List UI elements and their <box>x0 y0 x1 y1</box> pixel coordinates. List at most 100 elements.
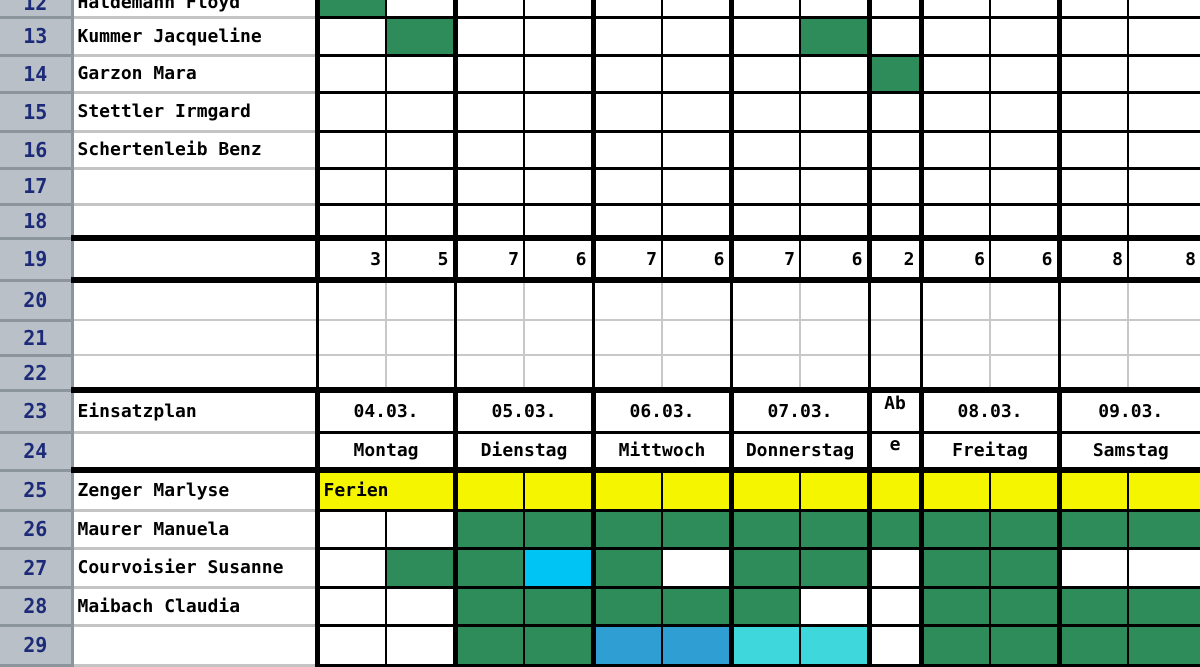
row-header[interactable]: 28 <box>0 587 74 627</box>
shift-cell[interactable] <box>455 548 525 589</box>
shift-cell[interactable] <box>869 587 924 627</box>
shift-cell[interactable] <box>1127 131 1200 170</box>
shift-cell[interactable] <box>386 280 457 321</box>
shift-cell[interactable] <box>731 625 801 667</box>
shift-cell[interactable] <box>593 510 663 550</box>
shift-cell[interactable] <box>800 280 871 321</box>
shift-cell[interactable] <box>990 168 1062 206</box>
shift-cell[interactable] <box>386 625 458 667</box>
shift-cell[interactable] <box>455 625 525 667</box>
row-header[interactable]: 29 <box>0 625 74 667</box>
shift-cell[interactable] <box>869 168 924 206</box>
date-header[interactable]: 09.03. <box>1059 390 1200 434</box>
shift-cell[interactable] <box>731 587 801 627</box>
shift-cell[interactable] <box>524 204 596 241</box>
total-cell[interactable]: 6 <box>524 238 596 283</box>
shift-cell[interactable] <box>455 131 525 170</box>
shift-cell[interactable] <box>662 625 734 667</box>
total-cell[interactable]: 6 <box>921 238 991 283</box>
shift-cell[interactable] <box>317 320 387 356</box>
shift-cell[interactable] <box>524 320 595 356</box>
shift-cell[interactable] <box>524 92 596 133</box>
shift-cell[interactable] <box>731 168 801 206</box>
shift-cell[interactable] <box>869 131 924 170</box>
total-cell[interactable]: 3 <box>317 238 387 283</box>
shift-cell[interactable] <box>662 510 734 550</box>
shift-cell[interactable] <box>921 587 991 627</box>
shift-cell[interactable] <box>593 470 663 512</box>
shift-cell[interactable] <box>1059 625 1129 667</box>
shift-cell[interactable] <box>921 548 991 589</box>
shift-cell[interactable] <box>869 204 924 241</box>
shift-cell[interactable] <box>662 55 734 94</box>
total-cell[interactable]: 7 <box>455 238 525 283</box>
shift-cell[interactable] <box>731 92 801 133</box>
total-cell[interactable]: 5 <box>386 238 458 283</box>
shift-cell[interactable] <box>386 92 458 133</box>
total-cell[interactable]: 6 <box>800 238 872 283</box>
employee-name-cell[interactable] <box>72 204 320 241</box>
shift-cell[interactable] <box>921 55 991 94</box>
shift-cell[interactable] <box>317 0 387 19</box>
shift-cell[interactable] <box>524 587 596 627</box>
shift-cell[interactable] <box>317 587 387 627</box>
date-header[interactable]: 05.03. <box>455 390 596 434</box>
shift-cell[interactable] <box>386 17 458 57</box>
shift-cell[interactable] <box>524 625 596 667</box>
shift-cell[interactable] <box>800 355 871 393</box>
shift-cell[interactable] <box>1127 204 1200 241</box>
shift-cell[interactable] <box>455 92 525 133</box>
shift-cell[interactable] <box>869 0 924 19</box>
row-header[interactable]: 19 <box>0 238 74 282</box>
shift-cell[interactable] <box>921 17 991 57</box>
row-header[interactable]: 21 <box>0 320 74 357</box>
shift-cell[interactable] <box>869 55 924 94</box>
shift-cell[interactable] <box>662 548 734 589</box>
shift-cell[interactable] <box>990 131 1062 170</box>
weekday-header[interactable]: Donnerstag <box>731 432 872 473</box>
row-header[interactable]: 24 <box>0 432 74 472</box>
weekday-header[interactable]: Montag <box>317 432 458 473</box>
total-cell[interactable]: 6 <box>662 238 734 283</box>
shift-cell[interactable] <box>317 355 387 393</box>
shift-cell[interactable] <box>800 17 872 57</box>
shift-cell[interactable] <box>317 510 387 550</box>
shift-cell[interactable] <box>317 280 387 321</box>
shift-cell[interactable] <box>1127 625 1200 667</box>
shift-cell[interactable] <box>921 92 991 133</box>
shift-cell[interactable] <box>593 17 663 57</box>
row-header[interactable]: 15 <box>0 92 74 133</box>
shift-cell[interactable] <box>921 355 991 393</box>
shift-cell[interactable] <box>921 280 991 321</box>
shift-cell[interactable] <box>921 510 991 550</box>
shift-cell[interactable] <box>455 320 525 356</box>
employee-name-cell[interactable]: Schertenleib Benz <box>72 131 320 170</box>
shift-cell[interactable] <box>593 0 663 19</box>
shift-cell[interactable] <box>1059 510 1129 550</box>
shift-cell[interactable] <box>921 0 991 19</box>
shift-cell[interactable] <box>317 625 387 667</box>
shift-cell[interactable] <box>593 280 663 321</box>
shift-cell[interactable] <box>869 320 923 356</box>
shift-cell[interactable] <box>731 320 801 356</box>
shift-cell[interactable] <box>455 17 525 57</box>
row-header[interactable]: 18 <box>0 204 74 240</box>
employee-name-cell[interactable]: Maibach Claudia <box>72 587 320 627</box>
shift-cell[interactable] <box>869 92 924 133</box>
shift-cell[interactable] <box>1059 0 1129 19</box>
row-header[interactable]: 23 <box>0 390 74 434</box>
shift-cell[interactable] <box>386 587 458 627</box>
shift-cell[interactable] <box>731 355 801 393</box>
shift-cell[interactable] <box>386 204 458 241</box>
total-cell[interactable]: 7 <box>731 238 801 283</box>
date-header[interactable]: 08.03. <box>921 390 1062 434</box>
shift-cell[interactable] <box>1127 548 1200 589</box>
total-cell[interactable]: 8 <box>1127 238 1200 283</box>
shift-cell[interactable] <box>1059 55 1129 94</box>
shift-cell[interactable] <box>455 204 525 241</box>
shift-cell[interactable] <box>869 510 924 550</box>
shift-cell[interactable] <box>800 55 872 94</box>
shift-cell[interactable] <box>386 168 458 206</box>
total-cell[interactable]: 8 <box>1059 238 1129 283</box>
shift-cell[interactable] <box>990 587 1062 627</box>
